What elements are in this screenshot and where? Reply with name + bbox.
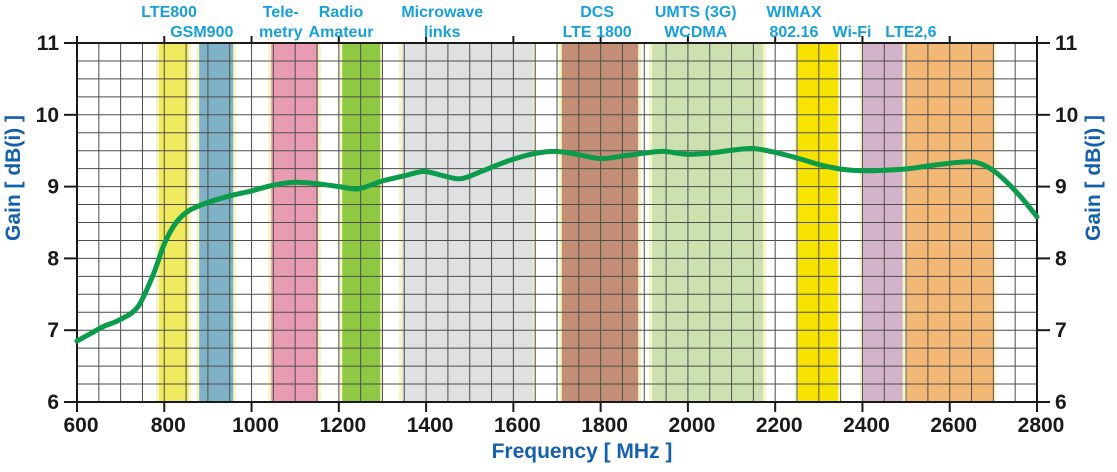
y-tick-label-left: 7 <box>47 319 59 342</box>
gain-curve <box>74 145 1040 344</box>
band-label-line1: LTE800 <box>141 4 197 21</box>
x-tick-label: 1600 <box>494 414 541 437</box>
band-label-line2: WCDMA <box>664 24 728 41</box>
x-tick-label: 2800 <box>1018 414 1065 437</box>
band-label-line2: links <box>424 24 461 41</box>
x-tick-label: 600 <box>63 414 98 437</box>
plot-border <box>76 42 1038 403</box>
y-tick-label-right: 9 <box>1055 176 1067 199</box>
band-label-line1: Radio <box>319 4 364 21</box>
band-label-line2: Wi-Fi <box>833 24 872 41</box>
band-label-line2: Amateur <box>309 24 374 41</box>
x-tick-label: 1400 <box>407 414 454 437</box>
band-label-line1: Microwave <box>401 4 483 21</box>
y-tick-label-left: 8 <box>47 247 59 270</box>
band-label-line1: UMTS (3G) <box>655 4 737 21</box>
x-tick-label: 800 <box>151 414 186 437</box>
y-tick-label-left: 10 <box>36 104 59 127</box>
x-tick-label: 2000 <box>669 414 716 437</box>
band-label-line1: Tele- <box>263 4 299 21</box>
x-tick-label: 1000 <box>232 414 279 437</box>
x-tick-label: 2200 <box>756 414 803 437</box>
band-label-line2: 802.16 <box>769 24 818 41</box>
y-tick-label-right: 6 <box>1055 391 1067 414</box>
band-label-line2: metry <box>259 24 303 41</box>
y-tick-label-right: 10 <box>1055 104 1078 127</box>
y-tick-label-left: 11 <box>37 32 60 55</box>
y-tick-label-right: 11 <box>1055 32 1078 55</box>
y-tick-label-left: 9 <box>47 176 59 199</box>
y-tick-label-right: 7 <box>1055 319 1067 342</box>
y-tick-label-left: 6 <box>47 391 59 414</box>
x-tick-label: 2600 <box>930 414 977 437</box>
x-tick-label: 2400 <box>843 414 890 437</box>
x-tick-label: 1800 <box>581 414 628 437</box>
y-axis-title-right: Gain [ dB(i) ] <box>1082 115 1105 241</box>
y-tick-label-right: 8 <box>1055 247 1067 270</box>
x-tick-label: 1200 <box>319 414 366 437</box>
band-label-line2: LTE 1800 <box>563 24 632 41</box>
band-label-line2: LTE2,6 <box>885 24 936 41</box>
band-label-line1: DCS <box>580 4 614 21</box>
x-axis-title: Frequency [ MHz ] <box>492 440 673 463</box>
band-label-line1: WIMAX <box>766 4 821 21</box>
y-axis-title-left: Gain [ dB(i) ] <box>2 115 25 241</box>
band-label-line2: GSM900 <box>170 24 233 41</box>
